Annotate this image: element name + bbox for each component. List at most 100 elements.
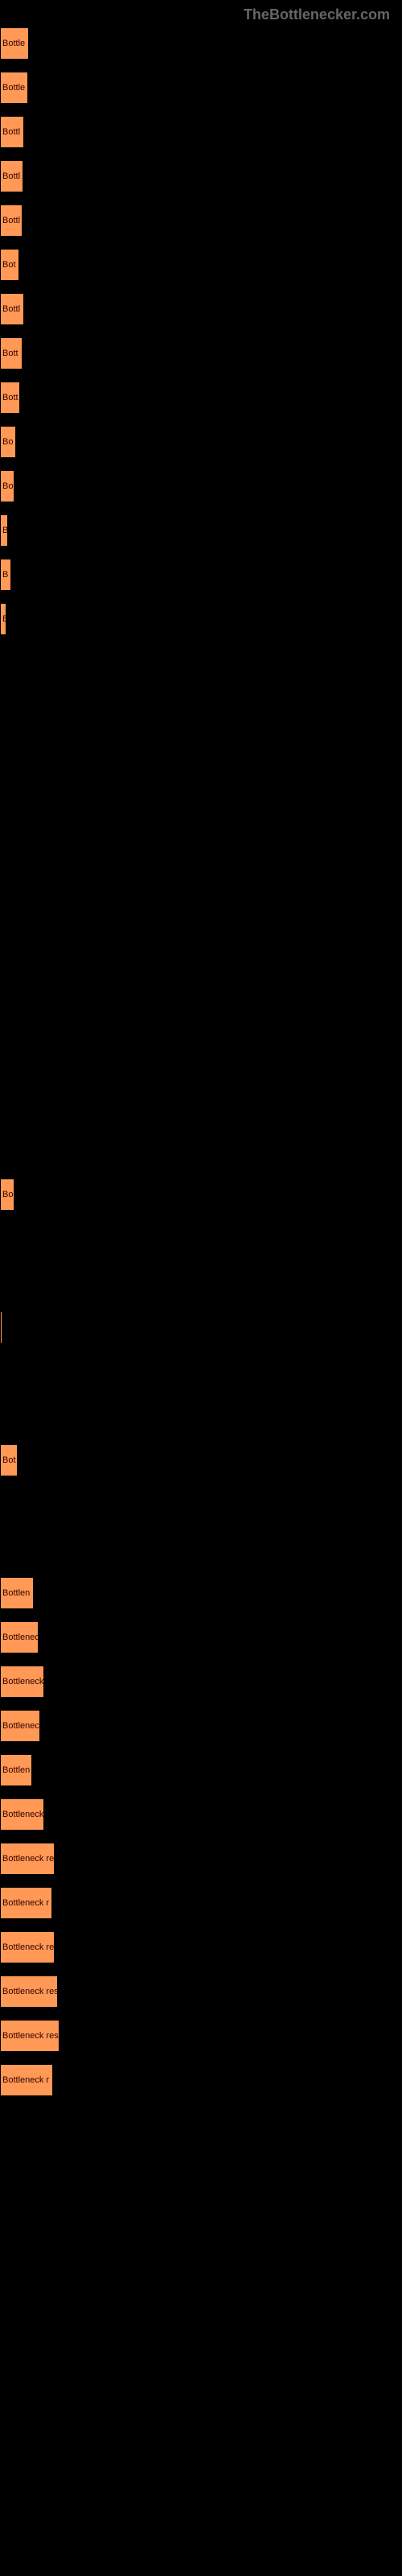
chart-row: Bottlen — [0, 1754, 402, 1786]
chart-row: Bottleneck r — [0, 1887, 402, 1919]
bar-label: Bottle — [1, 83, 25, 93]
chart-bar: Bottleneck re — [0, 1931, 55, 1963]
bar-label: Bottleneck re — [1, 1854, 54, 1864]
bar-label: Bo — [1, 437, 13, 447]
chart-row: Bottl — [0, 293, 402, 325]
chart-row — [0, 780, 402, 812]
chart-bar: Bottleneck res — [0, 2020, 59, 2052]
chart-row: Bott — [0, 337, 402, 369]
chart-row — [0, 1311, 402, 1344]
chart-row — [0, 1090, 402, 1122]
chart-row: Bottleneck r — [0, 2064, 402, 2096]
chart-bar: Bottleneck re — [0, 1843, 55, 1875]
chart-bar: Bo — [0, 426, 16, 458]
chart-bar: Bott — [0, 382, 20, 414]
chart-row: Bottleneck res — [0, 2020, 402, 2052]
site-header: TheBottlenecker.com — [0, 0, 402, 27]
chart-row: Bottlenec — [0, 1621, 402, 1653]
chart-bar: B — [0, 514, 8, 547]
bar-label: Bott — [1, 393, 18, 402]
bar-label: Bo — [1, 1190, 13, 1199]
chart-bar: Bottlen — [0, 1577, 34, 1609]
bar-label: Bottlen — [1, 1588, 30, 1598]
chart-row: B — [0, 559, 402, 591]
chart-row: Bot — [0, 1444, 402, 1476]
chart-row — [0, 1488, 402, 1521]
bar-label: Bottl — [1, 127, 20, 137]
chart-row — [0, 869, 402, 901]
chart-bar: Bottleneck — [0, 1666, 44, 1698]
chart-row — [0, 1267, 402, 1299]
bar-label: Bottleneck — [1, 1677, 43, 1686]
chart-row — [0, 1001, 402, 1034]
chart-bar: Bott — [0, 337, 23, 369]
chart-bar: Bottlenec — [0, 1621, 39, 1653]
chart-row: Bo — [0, 426, 402, 458]
bar-label: Bottlenec — [1, 1721, 39, 1731]
chart-row: Bottleneck res — [0, 1975, 402, 2008]
bar-label: Bottl — [1, 171, 20, 181]
chart-row: Bottleneck re — [0, 1931, 402, 1963]
site-title: TheBottlenecker.com — [244, 6, 390, 23]
bar-label: Bottle — [1, 39, 25, 48]
chart-row — [0, 1134, 402, 1166]
chart-row: Bott — [0, 382, 402, 414]
chart-row — [0, 736, 402, 768]
bar-label: Bot — [1, 260, 16, 270]
chart-row — [0, 1356, 402, 1388]
chart-row: Bo — [0, 1179, 402, 1211]
chart-bar: Bo — [0, 470, 14, 502]
chart-row: Bottleneck — [0, 1798, 402, 1831]
chart-bar — [0, 1311, 2, 1344]
chart-bar: Bottlenec — [0, 1710, 40, 1742]
bottleneck-chart: Bottle Bottle Bottl Bottl Bottl Bot Bottl Bott B… — [0, 27, 402, 2124]
chart-row — [0, 1223, 402, 1255]
chart-row: Bottl — [0, 204, 402, 237]
bar-label: B — [1, 570, 8, 580]
bar-label: Bottleneck res — [1, 2031, 59, 2041]
chart-bar: Bottle — [0, 72, 28, 104]
bar-label: Bo — [1, 481, 13, 491]
chart-row: Bottleneck — [0, 1666, 402, 1698]
chart-bar: Bottlen — [0, 1754, 32, 1786]
chart-row: Bo — [0, 470, 402, 502]
chart-row: Bottlen — [0, 1577, 402, 1609]
bar-label: Bottleneck re — [1, 1942, 54, 1952]
chart-row: Bot — [0, 249, 402, 281]
bar-label: Bottleneck res — [1, 1987, 58, 1996]
chart-row: Bottleneck re — [0, 1843, 402, 1875]
bar-label: B — [1, 614, 6, 624]
chart-row: Bottlenec — [0, 1710, 402, 1742]
chart-bar: Bottle — [0, 27, 29, 60]
chart-row — [0, 913, 402, 945]
chart-row: Bottle — [0, 27, 402, 60]
chart-row — [0, 1533, 402, 1565]
chart-bar: Bot — [0, 1444, 18, 1476]
chart-bar: B — [0, 603, 6, 635]
chart-row — [0, 1046, 402, 1078]
chart-row: Bottl — [0, 116, 402, 148]
bar-label: Bottleneck r — [1, 1898, 49, 1908]
bar-label: Bott — [1, 349, 18, 358]
bar-label: Bottleneck r — [1, 2075, 49, 2085]
bar-label: B — [1, 526, 8, 535]
chart-row: B — [0, 603, 402, 635]
chart-row — [0, 647, 402, 679]
chart-row: B — [0, 514, 402, 547]
chart-bar: Bo — [0, 1179, 14, 1211]
bar-label: Bottlenec — [1, 1633, 39, 1642]
chart-row — [0, 691, 402, 724]
chart-bar: Bottleneck res — [0, 1975, 58, 2008]
chart-row: Bottle — [0, 72, 402, 104]
chart-bar: Bottl — [0, 204, 23, 237]
bar-label: Bottlen — [1, 1765, 30, 1775]
bar-label: Bottl — [1, 216, 20, 225]
chart-bar: Bottleneck — [0, 1798, 44, 1831]
bar-label: Bot — [1, 1455, 16, 1465]
chart-bar: Bottl — [0, 116, 24, 148]
chart-bar: Bottl — [0, 160, 23, 192]
chart-row — [0, 957, 402, 989]
chart-row — [0, 1400, 402, 1432]
chart-row — [0, 824, 402, 857]
chart-bar: Bottleneck r — [0, 1887, 52, 1919]
